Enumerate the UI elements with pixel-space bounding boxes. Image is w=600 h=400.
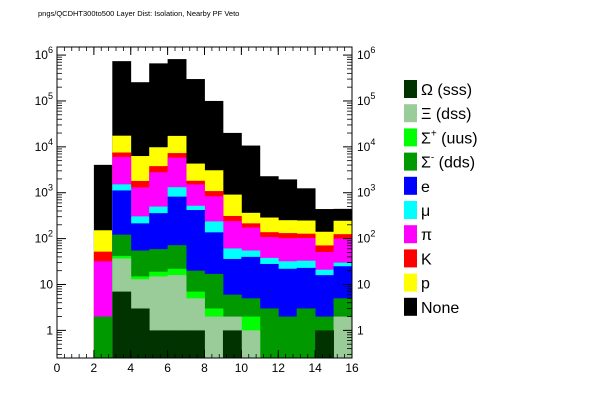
- y-tick-label-right: 1: [357, 323, 364, 337]
- bar-segment: [333, 316, 353, 358]
- chart-title: pngs/QCDHT300to500 Layer Dist: Isolation…: [38, 9, 240, 18]
- x-tick-label: 12: [272, 361, 286, 375]
- legend-label: e: [421, 179, 430, 196]
- bar-segment: [130, 308, 150, 358]
- x-tick-label: 10: [235, 361, 249, 375]
- legend-swatch: [404, 104, 417, 123]
- legend-swatch: [404, 273, 417, 292]
- legend-swatch: [404, 152, 417, 171]
- bar-segment: [93, 316, 113, 358]
- legend-label: p: [421, 276, 430, 293]
- x-tick-label: 2: [91, 361, 98, 375]
- legend-label: π: [421, 227, 432, 244]
- x-tick-label: 14: [308, 361, 322, 375]
- legend-label: Σ+ (uus): [421, 128, 478, 147]
- bar-segment: [222, 330, 242, 358]
- bar-segment: [149, 330, 169, 358]
- y-tick-label: 106: [35, 45, 53, 62]
- x-tick-label: 4: [127, 361, 134, 375]
- legend-label: None: [421, 300, 459, 317]
- legend-label: K: [421, 251, 432, 268]
- legend-swatch: [404, 128, 417, 147]
- bar-segment: [241, 330, 261, 358]
- bar-segment: [186, 330, 205, 358]
- y-tick-label: 103: [35, 183, 53, 200]
- y-tick-label-right: 104: [357, 137, 375, 154]
- legend-swatch: [404, 201, 417, 219]
- y-tick-label: 102: [35, 229, 53, 246]
- legend-swatch: [404, 176, 417, 195]
- legend-swatch: [404, 297, 417, 316]
- bar-segment: [315, 330, 334, 358]
- legend-label: Ω (sss): [421, 82, 472, 99]
- y-tick-label: 1: [46, 323, 53, 337]
- legend-swatch: [404, 80, 417, 98]
- y-tick-label: 10: [40, 277, 54, 291]
- x-tick-label: 0: [54, 361, 61, 375]
- legend-label: Ξ (dss): [421, 106, 471, 123]
- bar-segment: [278, 316, 298, 358]
- bar-segment: [204, 316, 224, 358]
- y-tick-label: 104: [35, 137, 53, 154]
- y-tick-label-right: 10: [357, 277, 371, 291]
- legend-label: μ: [421, 203, 430, 220]
- bar-segment: [296, 308, 316, 358]
- bar-segment: [112, 291, 132, 358]
- bar-segment: [167, 330, 187, 358]
- y-tick-label-right: 103: [357, 183, 375, 200]
- y-tick-label-right: 102: [357, 229, 375, 246]
- x-tick-label: 6: [164, 361, 171, 375]
- x-tick-label: 8: [201, 361, 208, 375]
- y-tick-label: 105: [35, 91, 53, 108]
- bar-segment: [259, 308, 279, 358]
- legend-swatch: [404, 249, 417, 268]
- x-tick-label: 16: [345, 361, 359, 375]
- y-tick-label-right: 105: [357, 91, 375, 108]
- y-tick-label-right: 106: [357, 45, 375, 62]
- legend-swatch: [404, 225, 417, 244]
- legend-label: Σ- (dds): [421, 153, 475, 172]
